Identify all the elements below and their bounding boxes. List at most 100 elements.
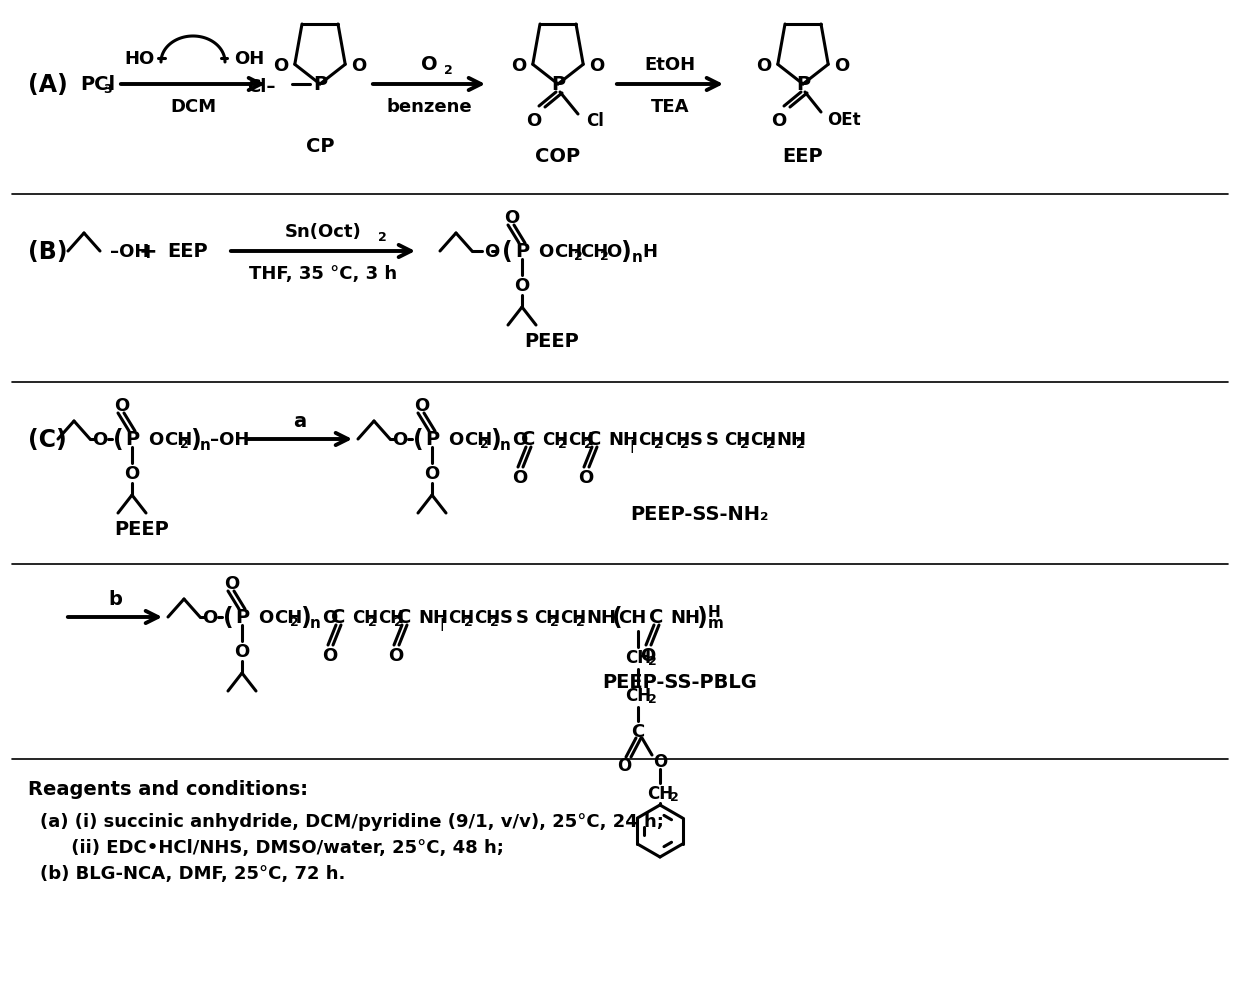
Text: THF, 35 °C, 3 h: THF, 35 °C, 3 h <box>249 264 397 282</box>
Text: |: | <box>440 618 444 631</box>
Text: CH: CH <box>639 430 665 448</box>
Text: Cl–: Cl– <box>248 78 277 95</box>
Text: PEEP-SS-NH₂: PEEP-SS-NH₂ <box>631 505 769 524</box>
Text: S: S <box>706 430 719 448</box>
Text: Cl: Cl <box>587 112 604 130</box>
Text: O: O <box>322 608 337 626</box>
Text: O: O <box>505 209 520 227</box>
Text: O: O <box>538 243 553 260</box>
Text: n: n <box>200 438 211 453</box>
Text: O: O <box>835 58 849 76</box>
Text: C: C <box>649 608 663 627</box>
Text: 2: 2 <box>647 693 656 706</box>
Text: O: O <box>224 575 239 592</box>
Text: C: C <box>587 430 601 449</box>
Text: O: O <box>589 58 604 76</box>
Text: S: S <box>500 608 513 626</box>
Text: O: O <box>756 58 771 76</box>
Text: O: O <box>512 58 527 76</box>
Text: Reagents and conditions:: Reagents and conditions: <box>29 779 308 799</box>
Text: (b) BLG-NCA, DMF, 25°C, 72 h.: (b) BLG-NCA, DMF, 25°C, 72 h. <box>40 864 346 882</box>
Text: EtOH: EtOH <box>645 56 696 74</box>
Text: (A): (A) <box>29 73 68 96</box>
Text: CP: CP <box>306 137 335 156</box>
Text: Sn(Oct): Sn(Oct) <box>285 223 361 241</box>
Text: CH: CH <box>352 608 378 626</box>
Text: (ii) EDC•HCl/NHS, DMSO/water, 25°C, 48 h;: (ii) EDC•HCl/NHS, DMSO/water, 25°C, 48 h… <box>40 838 503 856</box>
Text: O: O <box>424 464 440 482</box>
Text: (a) (i) succinic anhydride, DCM/pyridine (9/1, v/v), 25°C, 24 h;: (a) (i) succinic anhydride, DCM/pyridine… <box>40 812 663 830</box>
Text: –OH: –OH <box>110 243 149 260</box>
Text: O: O <box>771 112 786 130</box>
Text: O: O <box>512 468 528 486</box>
Text: CH: CH <box>625 648 651 666</box>
Text: H: H <box>708 605 720 620</box>
Text: (B): (B) <box>29 240 67 263</box>
Text: O: O <box>484 243 500 260</box>
Text: n: n <box>500 438 511 453</box>
Text: CH: CH <box>274 608 303 626</box>
Text: NH: NH <box>670 608 701 626</box>
Text: 2: 2 <box>600 250 609 263</box>
Text: O: O <box>202 608 218 626</box>
Text: CH: CH <box>542 430 568 448</box>
Text: +: + <box>139 242 157 261</box>
Text: 2: 2 <box>378 232 387 245</box>
Text: CH: CH <box>554 243 583 260</box>
Text: O: O <box>414 397 429 414</box>
Text: O: O <box>124 464 140 482</box>
Text: 2: 2 <box>575 616 584 629</box>
Text: COP: COP <box>536 147 580 166</box>
Text: (: ( <box>502 240 513 263</box>
Text: O: O <box>640 646 656 664</box>
Text: 2: 2 <box>647 655 656 668</box>
Text: 2: 2 <box>584 438 593 451</box>
Text: 2: 2 <box>549 616 558 629</box>
Text: O: O <box>392 430 408 448</box>
Text: CH: CH <box>464 430 492 448</box>
Text: CH: CH <box>647 784 673 802</box>
Text: 2: 2 <box>393 616 402 629</box>
Text: S: S <box>516 608 529 626</box>
Text: NH: NH <box>608 430 639 448</box>
Text: O: O <box>388 646 404 664</box>
Text: m: m <box>708 616 724 631</box>
Text: O: O <box>653 752 667 770</box>
Text: S: S <box>689 430 703 448</box>
Text: 2: 2 <box>464 616 472 629</box>
Text: O: O <box>515 276 529 294</box>
Text: CH: CH <box>625 686 651 705</box>
Text: (: ( <box>413 427 423 451</box>
Text: O: O <box>578 468 594 486</box>
Text: EEP: EEP <box>782 147 823 166</box>
Text: DCM: DCM <box>170 97 216 116</box>
Text: CH: CH <box>560 608 587 626</box>
Text: 2: 2 <box>558 438 567 451</box>
Text: O: O <box>148 430 164 448</box>
Text: O: O <box>616 756 631 774</box>
Text: 2: 2 <box>490 616 498 629</box>
Text: P: P <box>551 76 565 94</box>
Text: O: O <box>274 58 289 76</box>
Text: O: O <box>234 642 249 660</box>
Text: C: C <box>521 430 536 449</box>
Text: 3: 3 <box>103 83 112 96</box>
Text: –OH: –OH <box>210 430 249 448</box>
Text: NH: NH <box>587 608 616 626</box>
Text: O: O <box>420 56 438 75</box>
Text: EEP: EEP <box>167 243 208 261</box>
Text: (: ( <box>113 427 123 451</box>
Text: O: O <box>322 646 337 664</box>
Text: CH: CH <box>618 608 646 626</box>
Text: HO: HO <box>125 50 155 68</box>
Text: n: n <box>632 250 642 265</box>
Text: 2: 2 <box>480 438 489 451</box>
Text: 2: 2 <box>680 438 688 451</box>
Text: P: P <box>234 608 249 627</box>
Text: CH: CH <box>164 430 192 448</box>
Text: P: P <box>515 243 529 261</box>
Text: PCl: PCl <box>81 76 115 94</box>
Text: 2: 2 <box>290 616 299 629</box>
Text: NH: NH <box>776 430 806 448</box>
Text: 2: 2 <box>796 438 805 451</box>
